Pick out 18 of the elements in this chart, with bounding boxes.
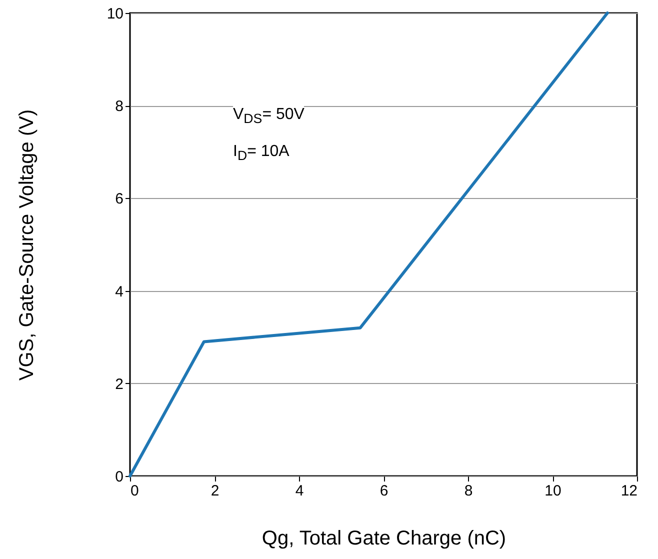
annotation: I$_{D}$= 10A — [233, 143, 290, 164]
x-tick-label: 8 — [464, 482, 473, 500]
y-tick-label: 10 — [106, 6, 124, 22]
y-tick-label: 4 — [115, 283, 124, 300]
x-tick-label: 6 — [380, 482, 388, 500]
x-tick-label: 10 — [544, 482, 562, 500]
x-tick-label: 4 — [295, 482, 304, 500]
x-tick-label: 0 — [130, 482, 139, 500]
y-tick-label: 8 — [115, 98, 124, 116]
y-axis-title: VGS, Gate-Source Voltage (V) — [16, 109, 38, 381]
x-tick-label: 12 — [620, 482, 638, 500]
y-tick-label: 0 — [115, 468, 124, 486]
y-tick-label: 6 — [115, 190, 124, 208]
x-tick-label: 2 — [210, 482, 220, 500]
annotation: V$_{DS}$= 50V — [233, 106, 304, 126]
line-series — [128, 12, 609, 478]
x-axis-title: Qg, Total Gate Charge (nC) — [262, 528, 506, 550]
y-tick-label: 2 — [115, 376, 124, 393]
